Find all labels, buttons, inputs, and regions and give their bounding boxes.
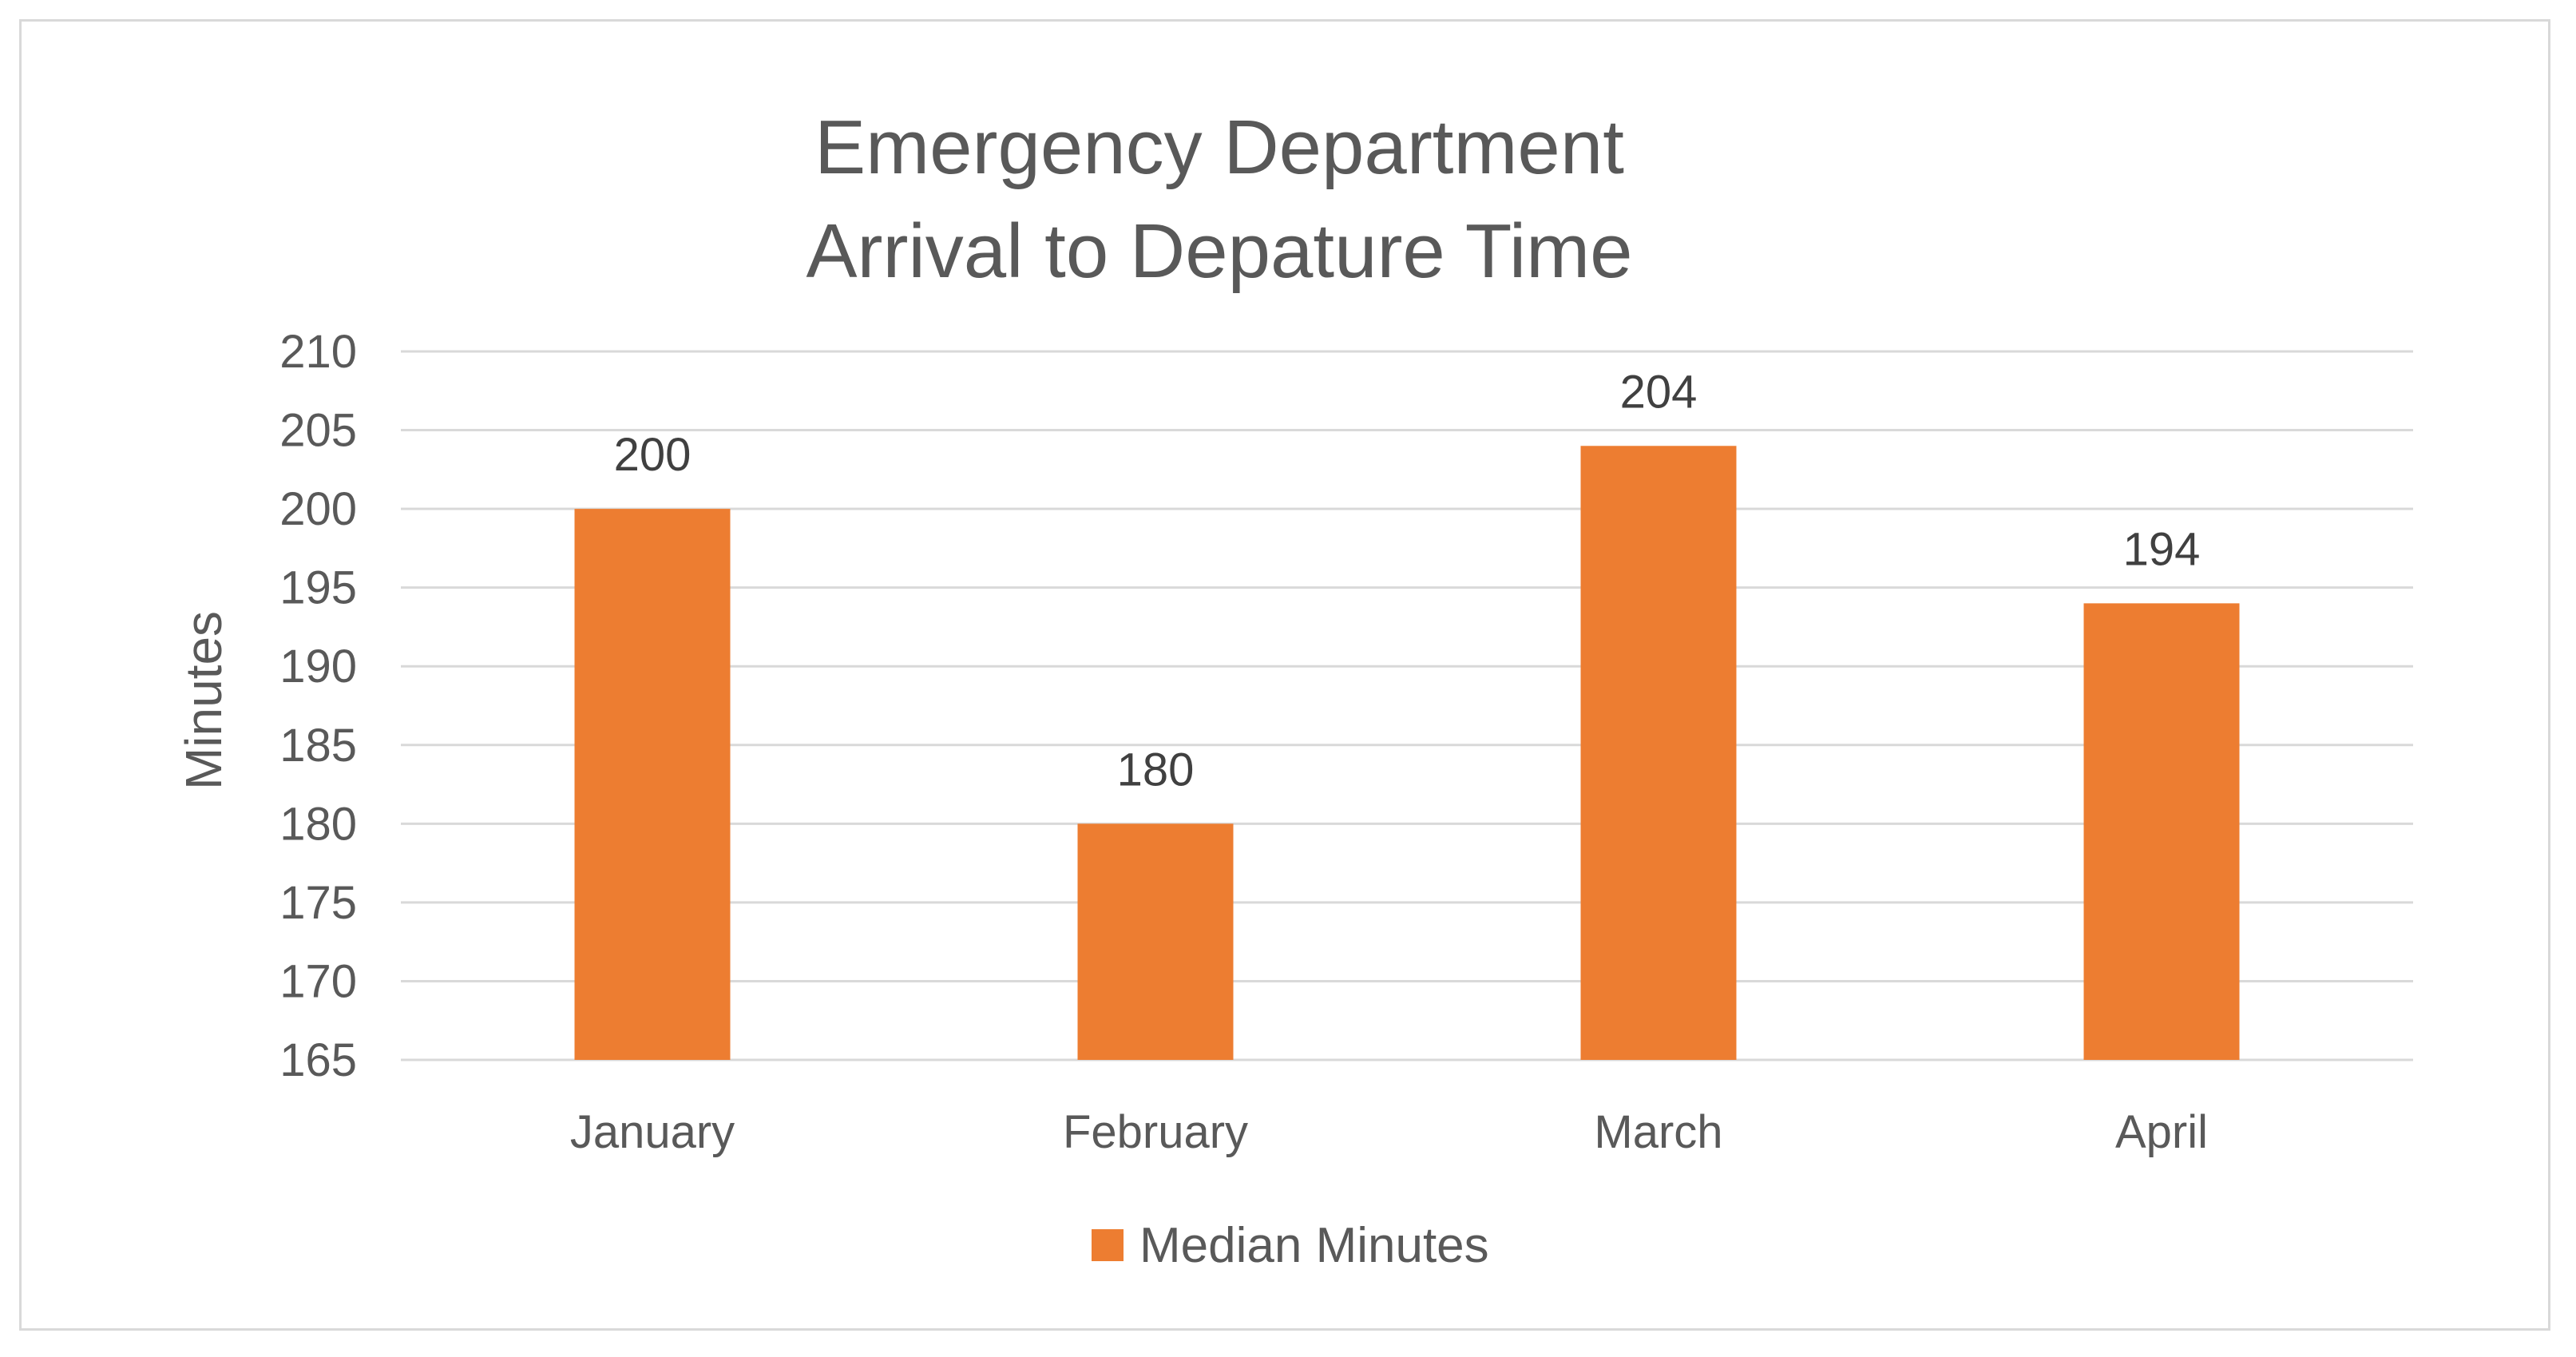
x-axis-categories: January February March April bbox=[570, 1106, 2208, 1158]
data-label-april: 194 bbox=[2123, 523, 2201, 575]
chart-title: Emergency Department Arrival to Depature… bbox=[806, 105, 1632, 294]
y-tick-label: 175 bbox=[279, 877, 357, 929]
data-label-march: 204 bbox=[1620, 366, 1698, 418]
bar-chart: Emergency Department Arrival to Depature… bbox=[175, 105, 2413, 1273]
x-category-label: January bbox=[570, 1106, 735, 1158]
y-tick-label: 205 bbox=[279, 405, 357, 457]
y-tick-label: 170 bbox=[279, 955, 357, 1007]
legend: Median Minutes bbox=[1092, 1218, 1489, 1273]
bar-january bbox=[574, 509, 731, 1060]
y-tick-label: 195 bbox=[279, 562, 357, 614]
y-tick-label: 200 bbox=[279, 483, 357, 535]
data-labels: 200 180 204 194 bbox=[614, 366, 2201, 796]
data-label-february: 180 bbox=[1117, 744, 1195, 796]
gridlines bbox=[401, 350, 2413, 1061]
y-tick-label: 185 bbox=[279, 720, 357, 772]
x-category-label: April bbox=[2115, 1106, 2208, 1158]
y-axis-title: Minutes bbox=[175, 611, 232, 790]
y-axis-ticks: 165 170 175 180 185 190 195 200 205 210 bbox=[279, 326, 357, 1086]
chart-title-line-1: Emergency Department bbox=[814, 105, 1624, 190]
y-tick-label: 210 bbox=[279, 326, 357, 378]
x-category-label: March bbox=[1594, 1106, 1722, 1158]
y-tick-label: 165 bbox=[279, 1034, 357, 1086]
chart-title-line-2: Arrival to Depature Time bbox=[806, 208, 1632, 294]
bar-april bbox=[2083, 603, 2240, 1060]
bar-march bbox=[1580, 446, 1737, 1060]
y-tick-label: 180 bbox=[279, 798, 357, 850]
chart-frame: Emergency Department Arrival to Depature… bbox=[19, 19, 2550, 1331]
x-category-label: February bbox=[1063, 1106, 1248, 1158]
legend-swatch bbox=[1092, 1229, 1124, 1261]
data-label-january: 200 bbox=[614, 429, 692, 481]
y-tick-label: 190 bbox=[279, 641, 357, 692]
bar-february bbox=[1077, 823, 1234, 1060]
bars bbox=[574, 446, 2240, 1060]
legend-label: Median Minutes bbox=[1139, 1218, 1489, 1273]
